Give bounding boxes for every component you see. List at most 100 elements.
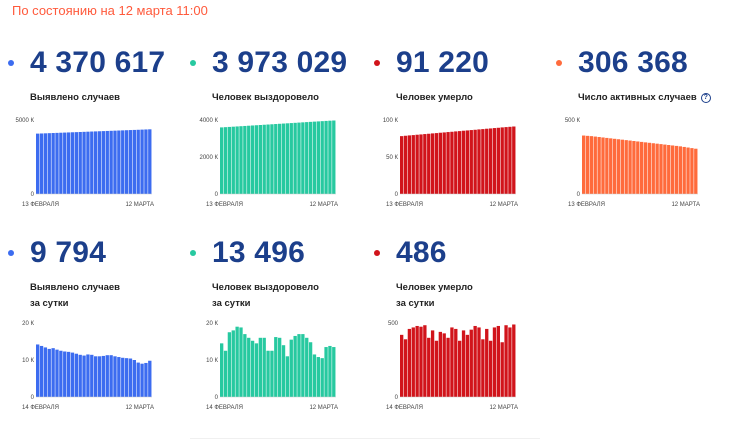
bar: [659, 144, 663, 194]
bar: [485, 328, 489, 397]
bar: [512, 324, 516, 397]
bar: [220, 343, 224, 397]
bar: [266, 124, 270, 194]
stat-number: 486: [396, 236, 447, 269]
bar: [434, 133, 439, 194]
x-tick-label-start: 13 ФЕВРАЛЯ: [22, 202, 59, 208]
bar: [682, 146, 686, 194]
bar: [477, 327, 481, 397]
x-tick-label-start: 14 ФЕВРАЛЯ: [386, 405, 423, 411]
bar: [427, 337, 431, 397]
bar: [66, 351, 71, 397]
bar: [82, 355, 86, 397]
bar: [285, 356, 290, 397]
bar: [316, 357, 320, 397]
x-tick-label-start: 14 ФЕВРАЛЯ: [22, 405, 59, 411]
bar: [324, 120, 328, 194]
bar: [281, 123, 286, 194]
stat-label-line1: Человек выздоровело: [212, 282, 319, 293]
x-tick-label-start: 13 ФЕВРАЛЯ: [386, 202, 423, 208]
bar: [82, 131, 86, 194]
bar: [278, 337, 282, 397]
bar: [136, 362, 140, 397]
bar: [250, 125, 255, 194]
bar: [250, 340, 255, 397]
bar: [312, 121, 317, 194]
bar: [423, 134, 427, 194]
bar: [415, 134, 419, 194]
chart-daily-recovered: 0 10 К 20 К 14 ФЕВРАЛЯ 12 МАРТА: [206, 321, 338, 411]
bar: [36, 133, 40, 194]
bar: [43, 133, 48, 194]
x-tick-label-start: 13 ФЕВРАЛЯ: [568, 202, 605, 208]
x-tick-label-end: 12 МАРТА: [489, 405, 518, 411]
bar: [109, 355, 113, 397]
bar: [59, 132, 63, 194]
bar: [94, 131, 98, 194]
bar: [132, 129, 136, 194]
y-tick-label: 2000 К: [199, 155, 218, 161]
bar: [694, 148, 698, 194]
bar: [51, 133, 55, 194]
bullet-dot-icon: [374, 60, 380, 66]
bar: [63, 132, 67, 194]
bar: [128, 358, 133, 397]
bar: [678, 146, 682, 194]
bar: [605, 137, 609, 194]
x-tick-label-end: 12 МАРТА: [309, 405, 338, 411]
bar: [258, 125, 262, 194]
bar: [686, 147, 690, 194]
bar: [332, 120, 336, 194]
bar: [504, 127, 508, 194]
bar: [492, 128, 497, 194]
bar: [473, 129, 477, 194]
bar: [655, 143, 659, 194]
info-icon[interactable]: ?: [700, 93, 711, 103]
bar: [223, 127, 228, 194]
bar: [624, 140, 628, 194]
bar: [262, 337, 266, 397]
bar: [289, 123, 293, 194]
bar: [485, 128, 489, 194]
bar: [308, 121, 313, 194]
stat-number: 91 220: [396, 46, 489, 79]
y-tick-label: 0: [215, 395, 219, 401]
bar: [458, 340, 462, 397]
bar: [442, 333, 446, 397]
bar: [278, 123, 282, 194]
bar: [612, 138, 617, 194]
x-tick-label-end: 12 МАРТА: [125, 405, 154, 411]
bar: [97, 356, 102, 397]
bar: [403, 339, 408, 397]
status-timestamp: По состоянию на 12 марта 11:00: [12, 3, 208, 18]
stat-label: Человек выздоровело за сутки: [212, 280, 319, 312]
stat-number: 13 496: [212, 236, 305, 269]
bar: [670, 145, 675, 194]
bar: [140, 129, 144, 194]
bar: [124, 130, 129, 194]
bar: [301, 122, 305, 194]
bar: [274, 124, 278, 194]
bar: [239, 327, 243, 397]
bar: [328, 120, 332, 194]
bar: [411, 135, 415, 194]
y-tick-label: 0: [577, 192, 581, 198]
bar: [70, 132, 75, 194]
y-tick-label: 0: [31, 192, 35, 198]
bar: [328, 345, 332, 397]
bar: [262, 124, 266, 194]
bar: [97, 131, 102, 194]
bar: [403, 135, 408, 194]
y-tick-label: 20 К: [206, 321, 218, 327]
bar: [101, 131, 106, 194]
bar: [121, 357, 125, 397]
bar: [63, 351, 67, 397]
bar: [320, 358, 324, 397]
bar: [508, 327, 512, 397]
bar: [235, 126, 239, 194]
bar: [500, 342, 504, 397]
stat-label: Число активных случаев?: [578, 90, 711, 106]
bar: [308, 342, 313, 397]
x-tick-label-end: 12 МАРТА: [489, 202, 518, 208]
bar: [78, 354, 82, 397]
